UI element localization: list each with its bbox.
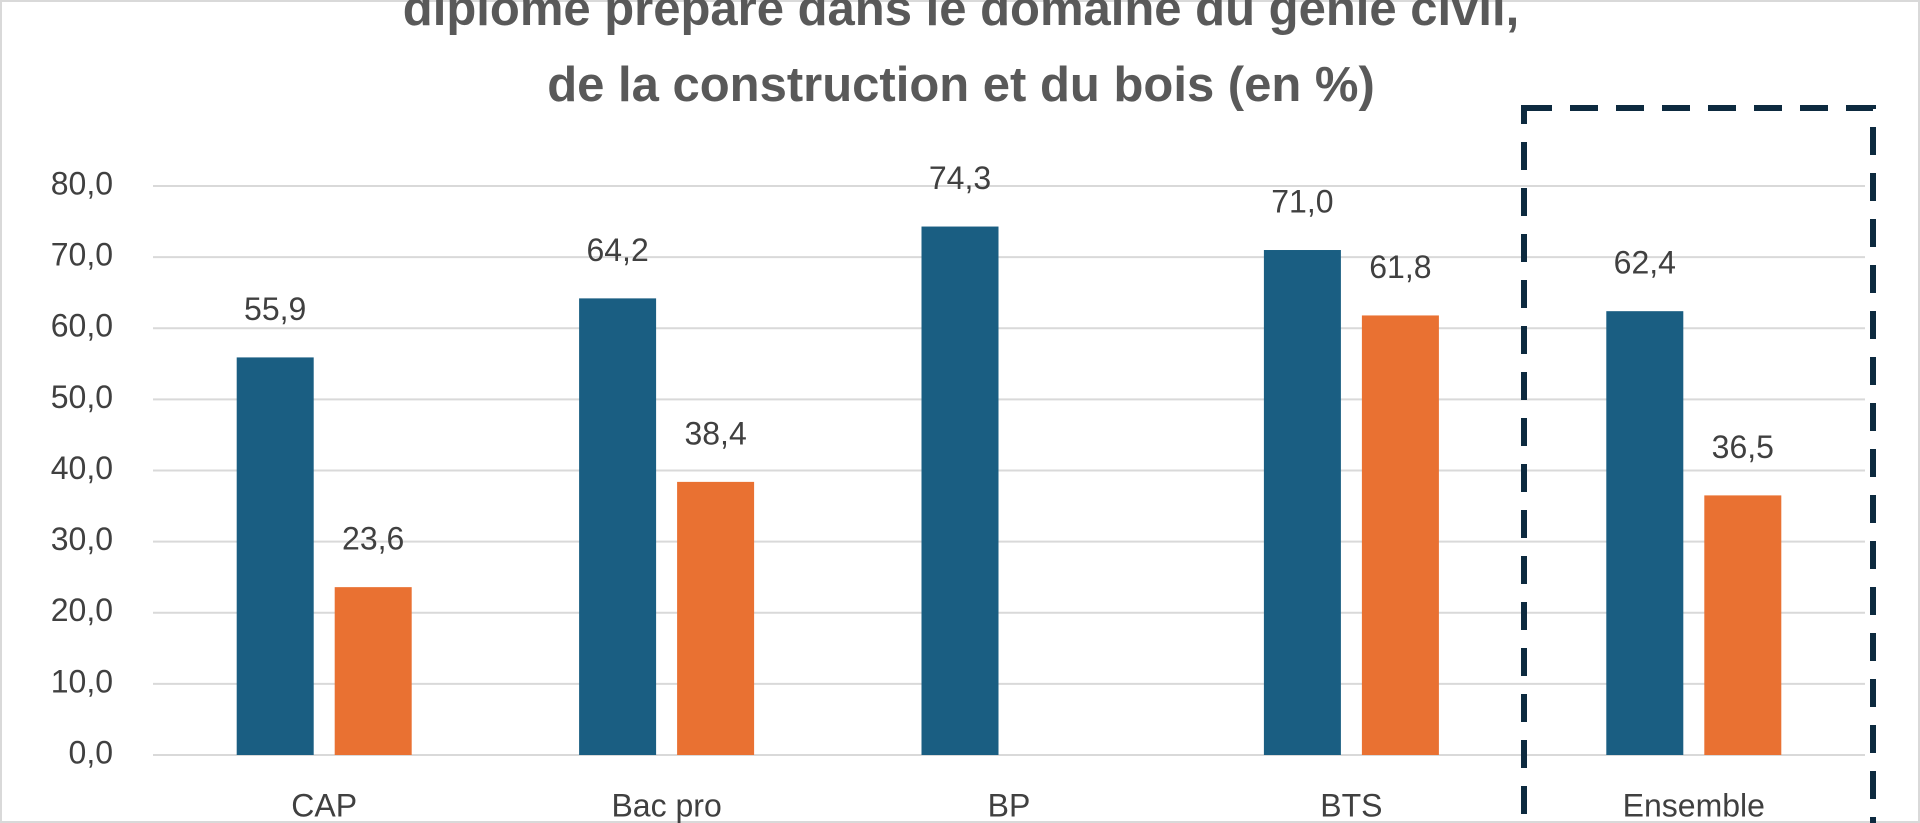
- y-tick-label: 10,0: [51, 663, 113, 699]
- data-label: 36,5: [1712, 429, 1774, 465]
- data-label: 71,0: [1271, 183, 1333, 219]
- bar: [677, 481, 755, 755]
- bar: [334, 587, 412, 755]
- bar: [921, 226, 999, 755]
- bar: [1361, 315, 1439, 755]
- data-label: 64,2: [586, 232, 648, 268]
- highlight-box: [1521, 105, 1876, 823]
- y-tick-label: 60,0: [51, 308, 113, 344]
- x-tick-label: BTS: [1320, 787, 1382, 823]
- y-tick-label: 40,0: [51, 450, 113, 486]
- y-tick-label: 70,0: [51, 237, 113, 273]
- y-tick-label: 0,0: [69, 734, 113, 770]
- chart-title: diplôme préparé dans le domaine du génie…: [403, 0, 1519, 36]
- x-tick-label: CAP: [291, 787, 357, 823]
- y-tick-label: 50,0: [51, 379, 113, 415]
- bar: [1606, 311, 1684, 755]
- bar: [1263, 250, 1341, 755]
- x-tick-label: Bac pro: [611, 787, 721, 823]
- data-label: 61,8: [1369, 249, 1431, 285]
- y-tick-label: 20,0: [51, 592, 113, 628]
- data-label: 62,4: [1614, 245, 1676, 281]
- y-tick-label: 80,0: [51, 165, 113, 201]
- data-label: 23,6: [342, 521, 404, 557]
- y-tick-label: 30,0: [51, 521, 113, 557]
- x-tick-label: Ensemble: [1623, 787, 1765, 823]
- data-label: 74,3: [929, 160, 991, 196]
- bar: [1704, 495, 1782, 755]
- bar: [236, 357, 314, 755]
- chart-title: de la construction et du bois (en %): [547, 58, 1375, 112]
- bar: [579, 298, 657, 755]
- x-tick-label: BP: [988, 787, 1031, 823]
- data-label: 38,4: [684, 415, 746, 451]
- data-label: 55,9: [244, 291, 306, 327]
